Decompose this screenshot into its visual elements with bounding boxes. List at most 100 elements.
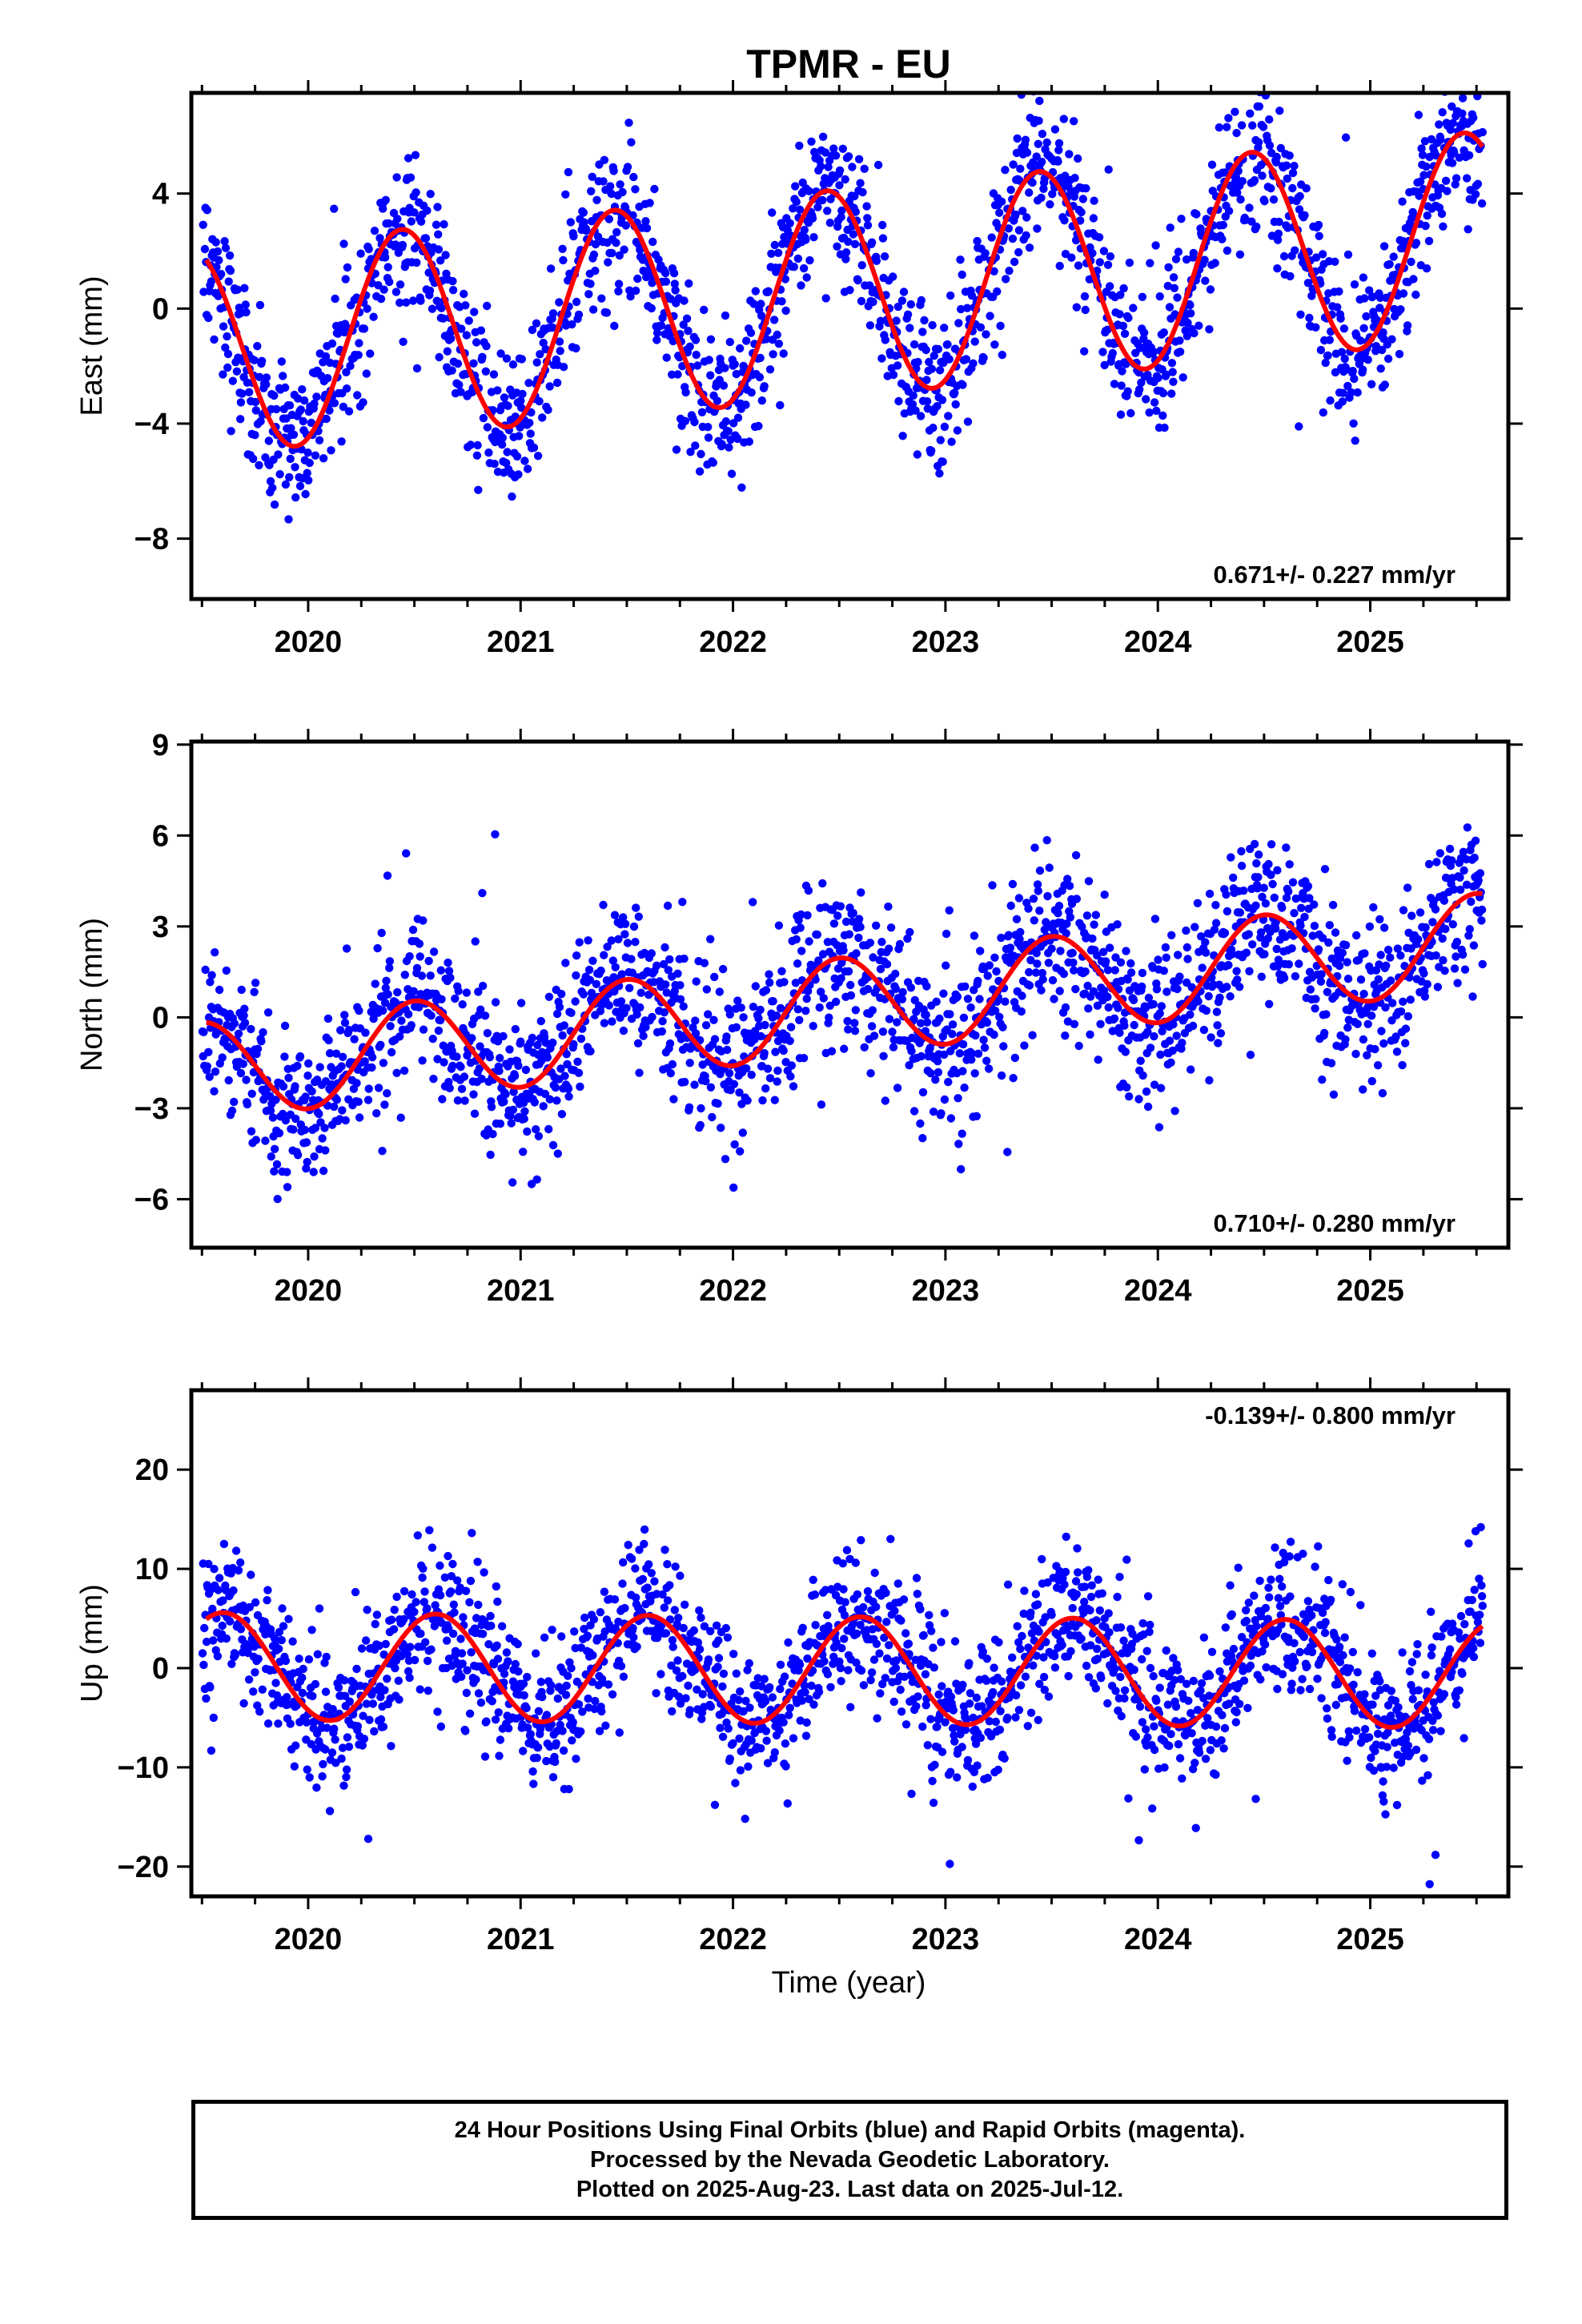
data-point [532, 319, 541, 328]
data-point [539, 1102, 548, 1111]
data-point [773, 1077, 781, 1086]
data-point [402, 298, 411, 307]
data-point [505, 1045, 514, 1054]
data-point [1059, 969, 1069, 979]
data-point [250, 987, 259, 997]
data-point [632, 903, 640, 912]
data-point [355, 339, 363, 348]
data-point [865, 939, 875, 947]
data-point [451, 994, 460, 1003]
data-point [451, 1647, 460, 1655]
data-point [225, 1617, 235, 1626]
data-point [635, 1068, 644, 1077]
data-point [412, 963, 422, 973]
data-point [1204, 991, 1213, 1001]
data-point [582, 226, 591, 235]
data-point [945, 355, 954, 364]
data-point [935, 366, 945, 375]
data-point [231, 1651, 239, 1660]
data-point [379, 285, 388, 294]
data-point [1168, 1046, 1177, 1055]
data-point [863, 214, 872, 223]
data-point [796, 1716, 805, 1725]
data-point [421, 1638, 430, 1647]
data-point [908, 400, 917, 408]
x-tick-label: 2021 [487, 625, 555, 659]
data-point [315, 436, 324, 444]
data-point [1458, 950, 1468, 959]
data-point [1089, 214, 1098, 223]
data-point [362, 1699, 371, 1708]
data-point [877, 938, 886, 947]
data-point [201, 965, 210, 975]
data-point [249, 1687, 258, 1696]
data-point [1150, 1031, 1158, 1041]
data-point [214, 292, 223, 300]
data-point [526, 429, 535, 438]
data-point [736, 1766, 745, 1775]
data-point [970, 337, 979, 346]
data-point [519, 1747, 528, 1755]
data-point [449, 1600, 458, 1609]
data-point [578, 1707, 587, 1716]
data-point [1452, 174, 1461, 183]
data-point [1253, 884, 1262, 893]
data-point [331, 1735, 339, 1744]
data-point [291, 1741, 300, 1750]
data-point [1371, 1044, 1379, 1054]
data-point [423, 206, 432, 215]
data-point [1099, 947, 1108, 957]
data-point [963, 417, 973, 426]
data-point [679, 1002, 688, 1011]
data-point [202, 1694, 211, 1703]
data-point [573, 1057, 582, 1067]
y-axis-label: North (mm) [75, 918, 109, 1072]
data-point [1305, 894, 1314, 903]
data-point [592, 979, 600, 989]
data-point [1369, 903, 1378, 912]
data-point [483, 301, 492, 311]
data-point [381, 195, 390, 204]
data-point [796, 923, 805, 932]
data-point [482, 342, 491, 351]
data-point [410, 208, 419, 217]
data-point [404, 1010, 413, 1019]
data-point [913, 357, 922, 367]
data-point [1350, 374, 1359, 384]
data-point [1065, 882, 1074, 891]
data-point [1157, 1002, 1166, 1011]
data-point [446, 973, 455, 983]
data-point [837, 974, 845, 983]
data-point [1271, 924, 1280, 933]
data-point [725, 1069, 734, 1078]
data-point [1460, 866, 1468, 875]
data-point [1233, 975, 1242, 984]
data-point [379, 1059, 388, 1068]
data-point [685, 279, 693, 288]
data-point [800, 1681, 809, 1690]
data-point [1118, 321, 1128, 331]
data-point [1282, 843, 1291, 852]
data-point [761, 1697, 770, 1706]
data-point [852, 949, 861, 958]
data-point [352, 1664, 361, 1674]
data-point [504, 401, 512, 410]
data-point [1233, 188, 1242, 197]
data-point [927, 446, 936, 455]
data-point [495, 1751, 504, 1760]
data-point [321, 1745, 330, 1754]
data-point [831, 997, 841, 1007]
data-point [763, 1064, 773, 1073]
data-point [636, 245, 644, 255]
data-point [338, 1743, 347, 1752]
data-point [1078, 195, 1088, 203]
data-point [272, 1160, 282, 1169]
data-point [419, 1025, 428, 1034]
data-point [391, 1663, 400, 1673]
data-point [1055, 987, 1064, 995]
data-point [301, 489, 310, 499]
data-point [263, 1596, 271, 1605]
data-point [1448, 119, 1458, 127]
data-point [1267, 231, 1277, 240]
